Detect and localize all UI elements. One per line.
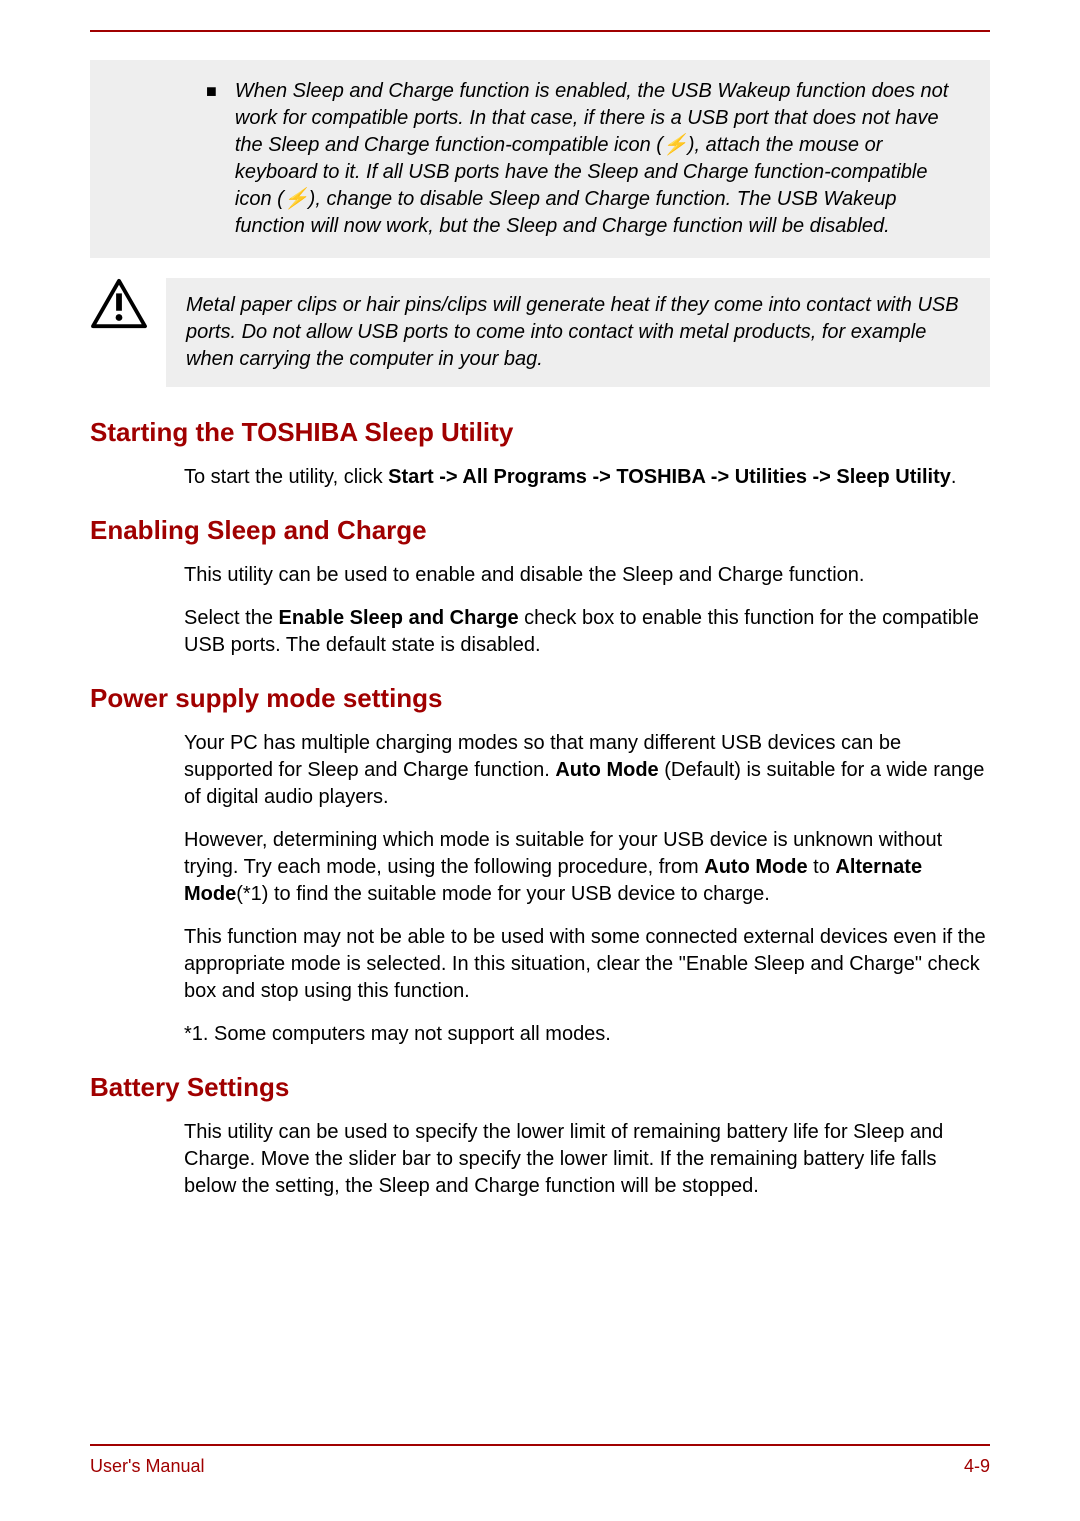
- footer: User's Manual 4-9: [90, 1444, 990, 1477]
- footer-right: 4-9: [964, 1456, 990, 1477]
- bullet-icon: ■: [206, 78, 217, 240]
- footer-left: User's Manual: [90, 1456, 204, 1477]
- heading-power: Power supply mode settings: [90, 683, 990, 714]
- note-text-1: When Sleep and Charge function is enable…: [235, 78, 968, 240]
- caution-text: Metal paper clips or hair pins/clips wil…: [186, 292, 970, 373]
- page: ■ When Sleep and Charge function is enab…: [0, 0, 1080, 1521]
- section-power-body: Your PC has multiple charging modes so t…: [90, 730, 990, 1048]
- footer-rule: [90, 1444, 990, 1446]
- power-p4: *1. Some computers may not support all m…: [184, 1021, 990, 1048]
- heading-starting: Starting the TOSHIBA Sleep Utility: [90, 417, 990, 448]
- heading-battery: Battery Settings: [90, 1072, 990, 1103]
- battery-p1: This utility can be used to specify the …: [184, 1119, 990, 1200]
- starting-p1-pre: To start the utility, click: [184, 466, 388, 488]
- warning-triangle-icon: [90, 278, 148, 330]
- note-box-1: ■ When Sleep and Charge function is enab…: [90, 60, 990, 258]
- section-starting-body: To start the utility, click Start -> All…: [90, 464, 990, 491]
- section-enabling-body: This utility can be used to enable and d…: [90, 562, 990, 659]
- caution-box: Metal paper clips or hair pins/clips wil…: [166, 278, 990, 387]
- enabling-p2-bold: Enable Sleep and Charge: [279, 607, 519, 629]
- starting-p1: To start the utility, click Start -> All…: [184, 464, 990, 491]
- power-p1-bold: Auto Mode: [555, 759, 658, 781]
- caution-row: Metal paper clips or hair pins/clips wil…: [90, 278, 990, 387]
- section-battery-body: This utility can be used to specify the …: [90, 1119, 990, 1200]
- top-rule: [90, 30, 990, 32]
- enabling-p2-pre: Select the: [184, 607, 279, 629]
- heading-enabling: Enabling Sleep and Charge: [90, 515, 990, 546]
- enabling-p2: Select the Enable Sleep and Charge check…: [184, 605, 990, 659]
- power-p2-mid: to: [808, 856, 836, 878]
- starting-p1-post: .: [951, 466, 957, 488]
- starting-p1-bold: Start -> All Programs -> TOSHIBA -> Util…: [388, 466, 951, 488]
- power-p2-post: (*1) to find the suitable mode for your …: [236, 883, 770, 905]
- enabling-p1: This utility can be used to enable and d…: [184, 562, 990, 589]
- power-p2: However, determining which mode is suita…: [184, 827, 990, 908]
- power-p3: This function may not be able to be used…: [184, 924, 990, 1005]
- power-p2-bold1: Auto Mode: [704, 856, 807, 878]
- power-p1: Your PC has multiple charging modes so t…: [184, 730, 990, 811]
